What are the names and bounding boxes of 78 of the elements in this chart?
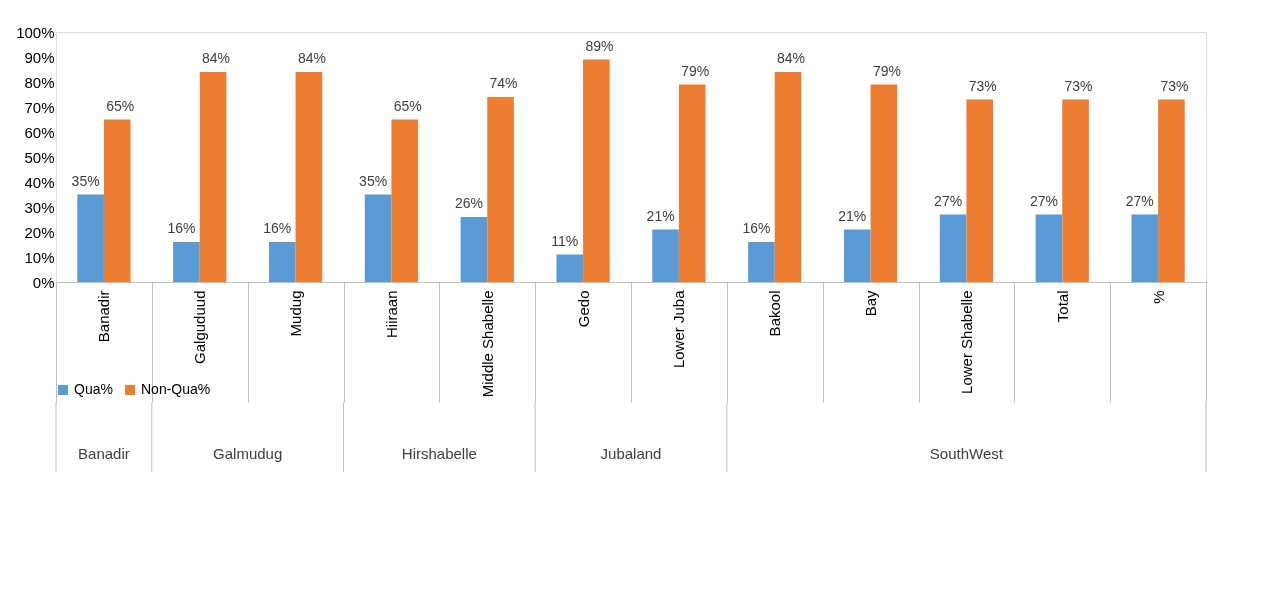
x-tick-label: Bakool [766, 290, 784, 337]
data-label: 74% [489, 75, 518, 91]
bar [1131, 214, 1159, 282]
data-label: 27% [934, 192, 963, 209]
data-label: 27% [1029, 192, 1058, 209]
bar [583, 59, 610, 282]
bar [268, 242, 296, 282]
y-tick-label: 0% [32, 273, 55, 291]
data-label: 27% [1125, 192, 1154, 209]
y-tick-label: 100% [16, 23, 55, 41]
bar [487, 97, 514, 282]
x-tick-label: Total [1053, 290, 1071, 323]
bar [103, 119, 131, 282]
bar [774, 72, 802, 282]
data-label: 11% [551, 232, 579, 249]
y-tick-label: 10% [24, 248, 55, 266]
x-tick-label: Hiiraan [382, 290, 400, 339]
x-tick-label: Bay [862, 290, 880, 317]
data-label: 65% [393, 97, 422, 114]
bar [364, 194, 392, 282]
data-label: 89% [585, 37, 614, 54]
data-label: 84% [202, 50, 231, 66]
y-tick-label: 90% [24, 48, 55, 66]
y-tick-label: 70% [24, 98, 55, 116]
y-tick-label: 50% [24, 148, 55, 166]
bar [678, 84, 706, 282]
bar [173, 242, 200, 282]
bar [77, 194, 104, 282]
bar [939, 214, 967, 282]
data-label: 79% [681, 62, 710, 79]
text: Hirshabelle [401, 445, 477, 462]
bar [1158, 99, 1185, 282]
data-label: 35% [71, 172, 100, 189]
bar [843, 229, 871, 282]
data-label: 65% [106, 97, 135, 114]
data-label: 21% [838, 207, 867, 224]
x-tick-label: Mudug [287, 290, 305, 337]
data-label: 73% [1064, 77, 1093, 94]
bar [1035, 214, 1063, 282]
bar [966, 99, 994, 282]
x-tick-label: Lower Shabelle [957, 290, 975, 394]
data-label: 35% [359, 172, 388, 189]
bar [295, 72, 323, 282]
legend-label: Non-Qua% [141, 381, 211, 397]
data-label: 26% [454, 195, 483, 211]
data-label: 84% [297, 50, 326, 66]
bar [556, 254, 584, 282]
x-tick-label: Banadir [95, 290, 113, 343]
data-label: 16% [167, 220, 196, 236]
bar [1062, 99, 1089, 282]
legend-label: Qua% [74, 381, 113, 397]
x-tick-label: Gedo [574, 290, 592, 328]
y-tick-label: 30% [24, 198, 55, 216]
y-tick-label: 20% [24, 223, 55, 241]
bar [870, 84, 898, 282]
data-label: 73% [1160, 77, 1189, 94]
bar [748, 242, 775, 282]
data-label: 84% [777, 50, 806, 66]
bar [199, 72, 227, 282]
data-label: 16% [263, 220, 292, 236]
data-label: 21% [646, 207, 675, 224]
text: Galmudug [213, 445, 283, 462]
y-tick-label: 60% [24, 123, 55, 141]
x-tick-label: Lower Juba [670, 289, 688, 369]
bar [652, 229, 679, 282]
x-tick-label: % [1149, 290, 1167, 304]
x-tick-label: Middle Shabelle [478, 290, 496, 398]
data-label: 16% [742, 220, 771, 236]
data-label: 73% [968, 77, 997, 94]
text: Jubaland [600, 445, 662, 462]
x-tick-label: Galguduud [191, 290, 209, 364]
text: SouthWest [929, 445, 1004, 462]
y-tick-label: 40% [24, 173, 55, 191]
y-tick-label: 80% [24, 73, 55, 91]
bar [391, 119, 419, 282]
data-label: 79% [872, 62, 901, 79]
bar [460, 217, 488, 282]
text: Banadir [78, 445, 130, 462]
